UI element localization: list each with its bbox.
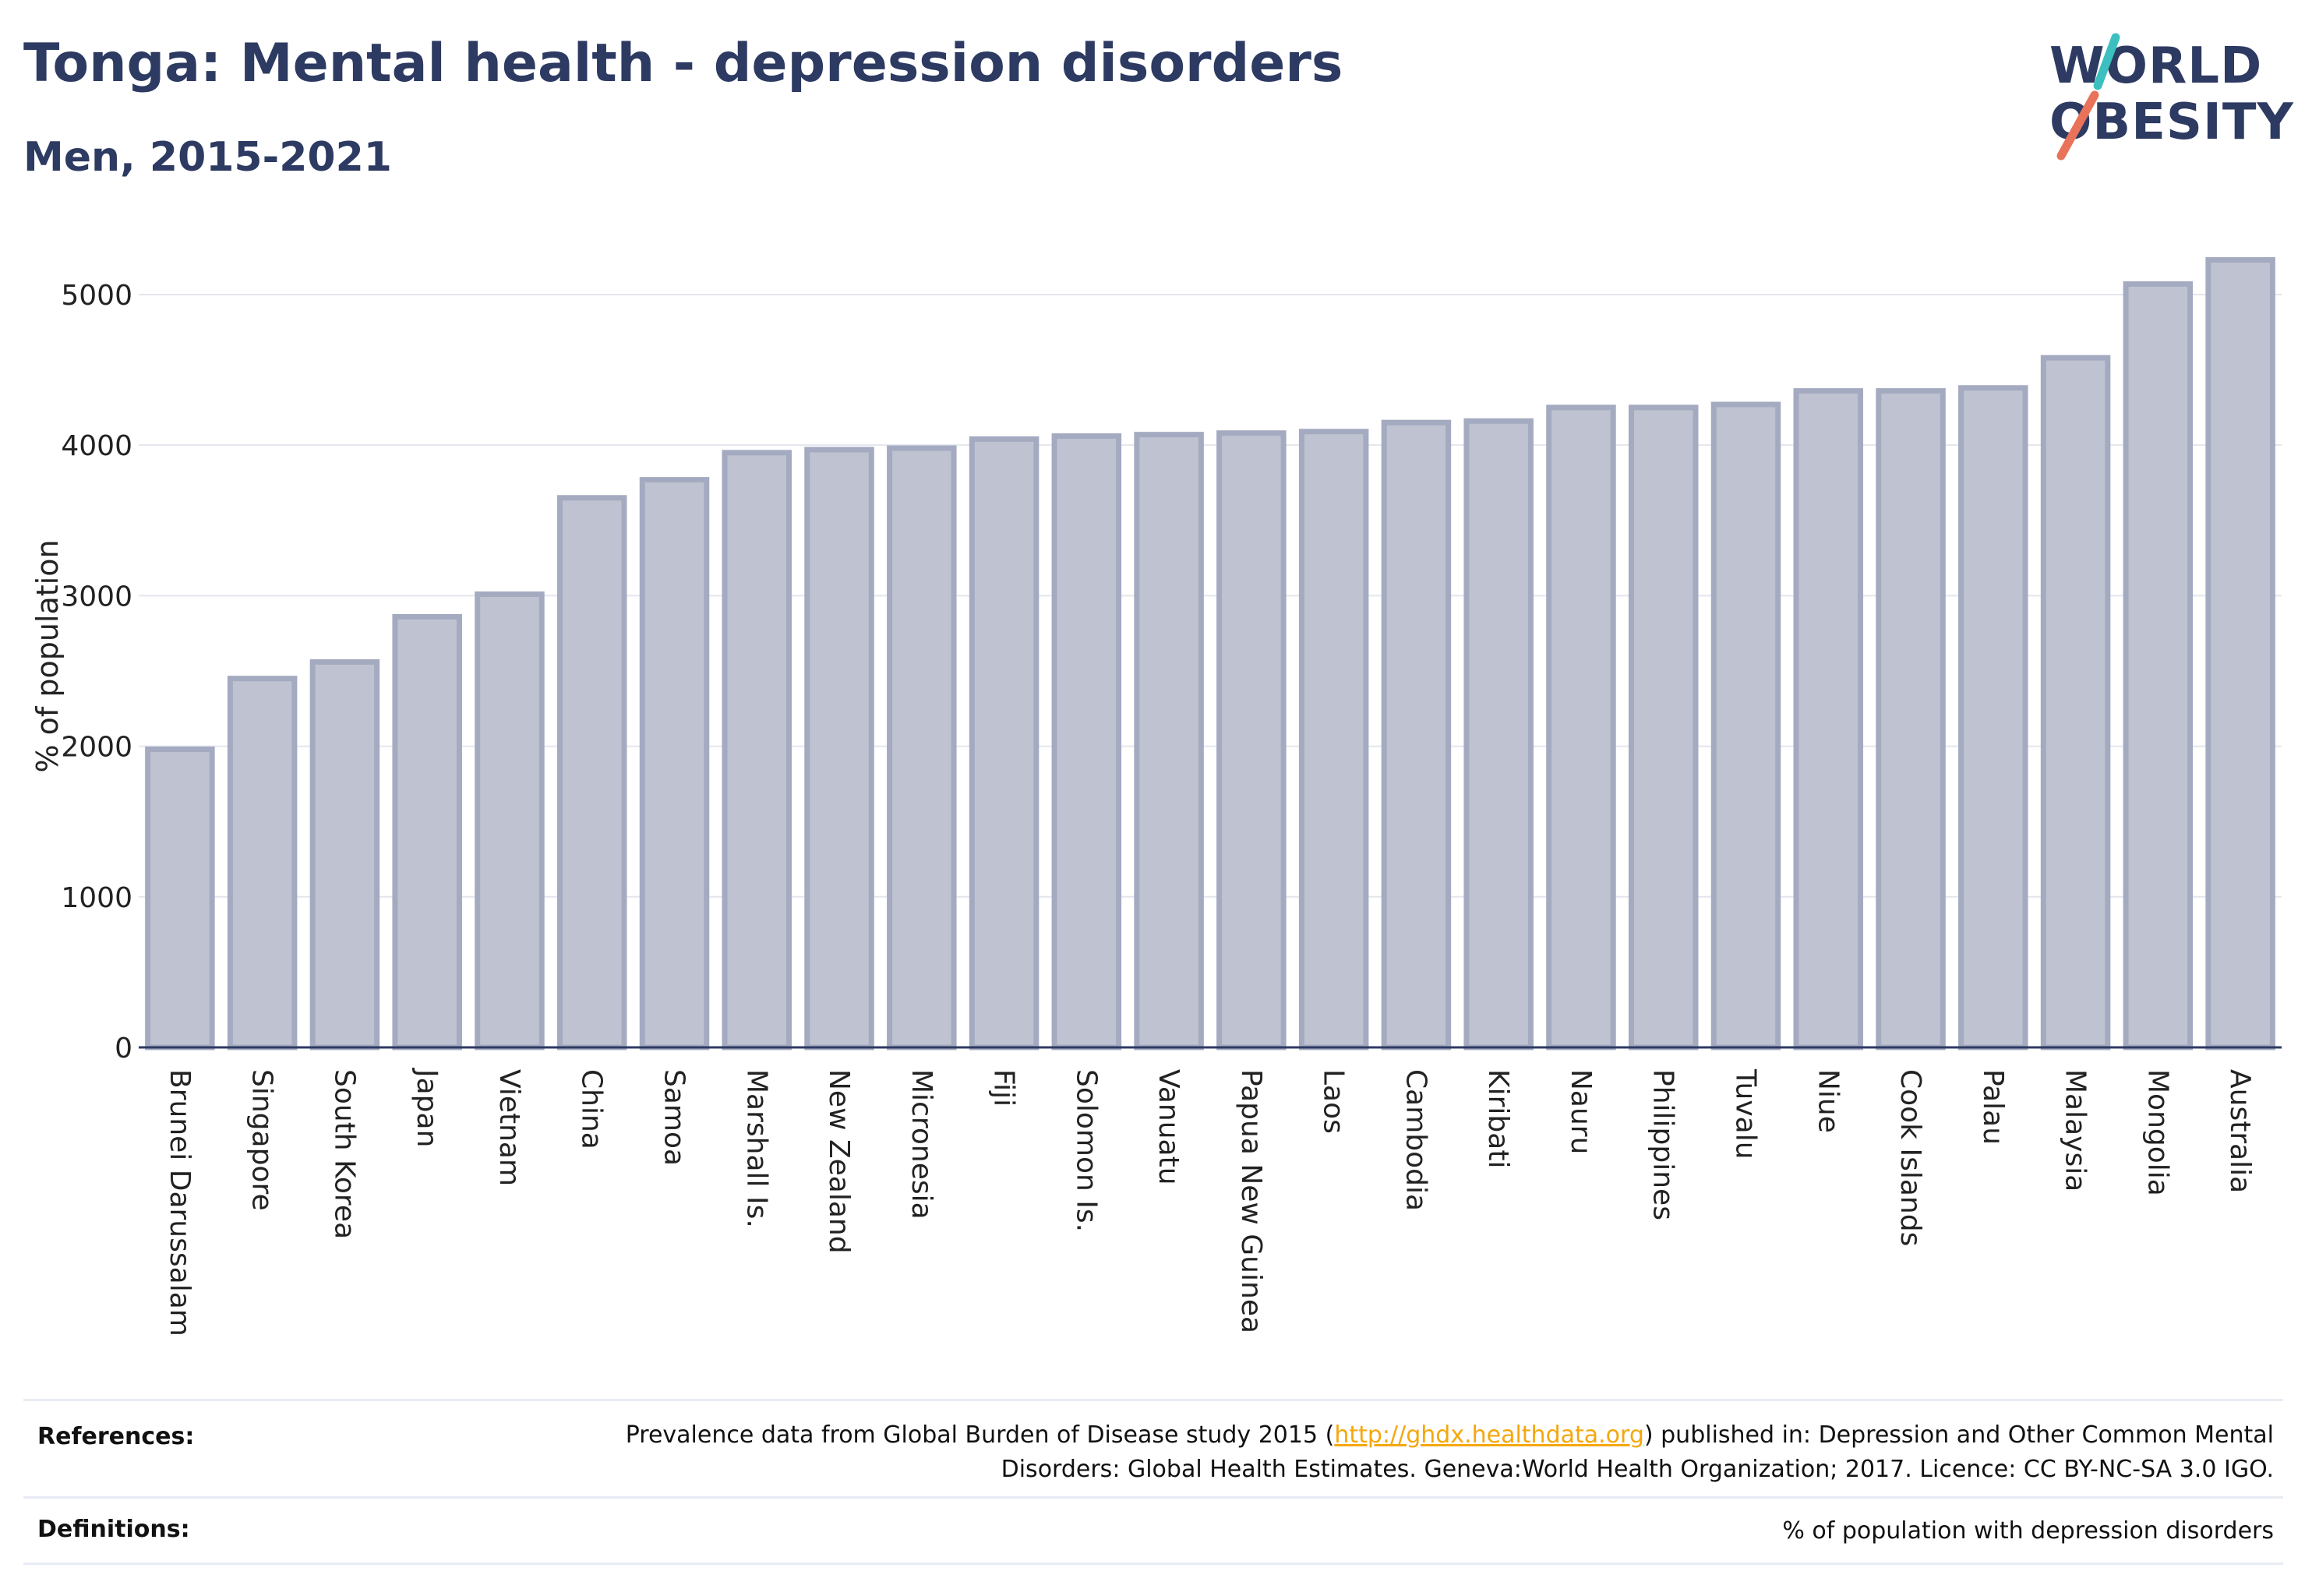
x-tick-label: Fiji bbox=[988, 1069, 1020, 1107]
y-tick-label: 4000 bbox=[61, 430, 132, 462]
bar bbox=[1710, 401, 1781, 1050]
bar bbox=[2040, 355, 2111, 1050]
bar bbox=[1546, 404, 1616, 1050]
x-tick-label: Cambodia bbox=[1400, 1069, 1431, 1211]
bar bbox=[969, 436, 1040, 1050]
x-tick-label: South Korea bbox=[328, 1069, 360, 1239]
bar bbox=[145, 746, 215, 1050]
x-tick-label: Malaysia bbox=[2060, 1069, 2091, 1192]
bar bbox=[1134, 432, 1204, 1050]
bar bbox=[475, 591, 545, 1050]
y-tick-label: 1000 bbox=[61, 882, 132, 914]
definitions-label: Definitions: bbox=[37, 1516, 190, 1543]
y-tick-label: 5000 bbox=[61, 280, 132, 312]
bar bbox=[804, 447, 874, 1050]
bar bbox=[556, 495, 627, 1050]
definitions-text: % of population with depression disorder… bbox=[1782, 1517, 2274, 1545]
x-tick-label: Kiribati bbox=[1482, 1069, 1514, 1168]
logo-slash-icon bbox=[2056, 33, 2120, 161]
references-label: References: bbox=[37, 1423, 195, 1450]
bar bbox=[639, 477, 710, 1050]
chart-title: Tonga: Mental health - depression disord… bbox=[23, 33, 1343, 94]
bar bbox=[2123, 281, 2194, 1050]
x-tick-label: Micronesia bbox=[905, 1069, 937, 1220]
logo-word-world: WORLD bbox=[2049, 37, 2263, 95]
bar bbox=[392, 613, 462, 1050]
x-tick-label: New Zealand bbox=[823, 1069, 855, 1254]
bar bbox=[1876, 388, 1946, 1050]
x-tick-label: Papua New Guinea bbox=[1235, 1069, 1267, 1333]
bar bbox=[1793, 388, 1864, 1050]
footer-notes: References: Prevalence data from Global … bbox=[23, 1399, 2283, 1565]
bars bbox=[145, 257, 2275, 1050]
x-tick-label: Samoa bbox=[658, 1069, 690, 1166]
x-tick-label: Solomon Is. bbox=[1070, 1069, 1102, 1232]
y-tick-labels: 0 1000 2000 3000 4000 5000 bbox=[61, 280, 132, 1065]
x-tick-label: Cook Islands bbox=[1894, 1069, 1926, 1246]
definitions-row: Definitions: % of population with depres… bbox=[23, 1496, 2283, 1565]
references-text-start: Prevalence data from Global Burden of Di… bbox=[625, 1421, 1335, 1449]
x-tick-label: Niue bbox=[1812, 1069, 1844, 1133]
bar bbox=[1216, 430, 1287, 1050]
bar bbox=[1381, 419, 1452, 1050]
x-tick-label: Australia bbox=[2224, 1069, 2256, 1193]
references-row: References: Prevalence data from Global … bbox=[23, 1399, 2283, 1496]
bar-chart: 0 1000 2000 3000 4000 5000 Brunei Darussalam S… bbox=[30, 257, 2282, 1336]
y-tick-label: 2000 bbox=[61, 732, 132, 764]
x-tick-label: Mongolia bbox=[2141, 1069, 2173, 1196]
x-tick-label: Vietnam bbox=[493, 1069, 525, 1186]
x-tick-label: Japan bbox=[411, 1068, 443, 1147]
x-tick-label: Palau bbox=[1977, 1069, 2009, 1145]
bar bbox=[309, 659, 380, 1050]
y-tick-label: 0 bbox=[115, 1033, 132, 1065]
x-tick-label: Nauru bbox=[1565, 1069, 1597, 1154]
bar bbox=[1298, 429, 1369, 1050]
x-tick-label: Tuvalu bbox=[1730, 1068, 1762, 1160]
x-tick-label: Vanuatu bbox=[1152, 1069, 1184, 1185]
references-text: Prevalence data from Global Burden of Di… bbox=[559, 1418, 2274, 1487]
bar bbox=[1463, 418, 1534, 1050]
references-link[interactable]: http://ghdx.healthdata.org bbox=[1334, 1421, 1644, 1449]
references-text-end: ) published in: Depression and Other Com… bbox=[1001, 1421, 2274, 1483]
x-tick-label: Laos bbox=[1318, 1069, 1350, 1134]
x-tick-label: China bbox=[576, 1069, 608, 1149]
x-tick-labels: Brunei Darussalam Singapore South Korea Jap… bbox=[164, 1068, 2256, 1336]
x-tick-label: Marshall Is. bbox=[740, 1069, 772, 1228]
bar bbox=[1958, 385, 2028, 1050]
bar bbox=[887, 445, 957, 1050]
x-tick-label: Brunei Darussalam bbox=[164, 1069, 196, 1336]
bar bbox=[2205, 257, 2275, 1050]
x-tick-label: Singapore bbox=[246, 1069, 278, 1211]
y-tick-label: 3000 bbox=[61, 581, 132, 613]
bar bbox=[1051, 433, 1122, 1050]
bar bbox=[1628, 404, 1699, 1050]
chart-subtitle: Men, 2015-2021 bbox=[23, 134, 392, 181]
bar bbox=[227, 676, 298, 1050]
bar bbox=[722, 450, 792, 1050]
y-axis-label: % of population bbox=[30, 539, 65, 772]
world-obesity-logo: WORLD OBESITY bbox=[2026, 31, 2293, 171]
x-tick-label: Philippines bbox=[1647, 1069, 1679, 1220]
